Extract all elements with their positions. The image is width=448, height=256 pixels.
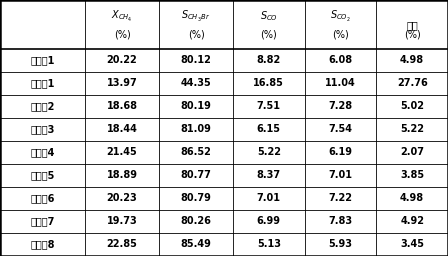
Text: 19.73: 19.73 xyxy=(107,216,138,227)
Text: 实施例3: 实施例3 xyxy=(30,124,55,134)
Text: 7.51: 7.51 xyxy=(257,101,281,111)
Text: 6.15: 6.15 xyxy=(257,124,281,134)
Text: (%): (%) xyxy=(260,29,277,39)
Text: 实施例5: 实施例5 xyxy=(30,170,55,180)
Text: 3.45: 3.45 xyxy=(400,239,424,250)
Text: 实施例8: 实施例8 xyxy=(30,239,55,250)
Text: 5.02: 5.02 xyxy=(400,101,424,111)
Text: 22.85: 22.85 xyxy=(107,239,138,250)
Text: 27.76: 27.76 xyxy=(397,78,427,88)
Text: 4.92: 4.92 xyxy=(400,216,424,227)
Text: 6.99: 6.99 xyxy=(257,216,281,227)
Text: 实施例1: 实施例1 xyxy=(30,55,55,65)
Text: 比较例1: 比较例1 xyxy=(30,78,55,88)
Text: 实施例2: 实施例2 xyxy=(30,101,55,111)
Text: 85.49: 85.49 xyxy=(181,239,211,250)
Text: 44.35: 44.35 xyxy=(181,78,211,88)
Text: 8.37: 8.37 xyxy=(257,170,281,180)
Text: 18.89: 18.89 xyxy=(107,170,138,180)
Text: 3.85: 3.85 xyxy=(400,170,424,180)
Text: 18.68: 18.68 xyxy=(107,101,138,111)
Text: (%): (%) xyxy=(114,29,130,39)
Text: 5.22: 5.22 xyxy=(257,147,281,157)
Text: 7.54: 7.54 xyxy=(328,124,353,134)
Text: 4.98: 4.98 xyxy=(400,55,424,65)
Text: 6.08: 6.08 xyxy=(328,55,353,65)
Text: 5.93: 5.93 xyxy=(328,239,353,250)
Text: 80.77: 80.77 xyxy=(181,170,211,180)
Text: 20.22: 20.22 xyxy=(107,55,138,65)
Text: 5.13: 5.13 xyxy=(257,239,281,250)
Text: 16.85: 16.85 xyxy=(254,78,284,88)
Text: 7.01: 7.01 xyxy=(257,193,281,204)
Text: 4.98: 4.98 xyxy=(400,193,424,204)
Text: 8.82: 8.82 xyxy=(257,55,281,65)
Text: 21.45: 21.45 xyxy=(107,147,138,157)
Text: 13.97: 13.97 xyxy=(107,78,138,88)
Text: 18.44: 18.44 xyxy=(107,124,138,134)
Text: 7.22: 7.22 xyxy=(328,193,353,204)
Text: 80.12: 80.12 xyxy=(181,55,211,65)
Text: 6.19: 6.19 xyxy=(328,147,353,157)
Text: 2.07: 2.07 xyxy=(400,147,424,157)
Text: (%): (%) xyxy=(188,29,204,39)
Text: $S_{CH_3Br}$: $S_{CH_3Br}$ xyxy=(181,8,211,24)
Text: 80.79: 80.79 xyxy=(181,193,211,204)
Text: 7.83: 7.83 xyxy=(328,216,353,227)
Text: 81.09: 81.09 xyxy=(181,124,211,134)
Text: 其他: 其他 xyxy=(406,20,418,30)
Text: $S_{CO}$: $S_{CO}$ xyxy=(260,9,278,23)
Text: 实施例4: 实施例4 xyxy=(30,147,55,157)
Text: 7.28: 7.28 xyxy=(328,101,353,111)
Text: 80.26: 80.26 xyxy=(181,216,211,227)
Text: $X_{CH_4}$: $X_{CH_4}$ xyxy=(111,8,133,24)
Text: 实施例6: 实施例6 xyxy=(30,193,55,204)
Text: $S_{CO_2}$: $S_{CO_2}$ xyxy=(330,8,351,24)
Text: 20.23: 20.23 xyxy=(107,193,138,204)
Text: 实施例7: 实施例7 xyxy=(30,216,55,227)
Text: (%): (%) xyxy=(332,29,349,39)
Text: 80.19: 80.19 xyxy=(181,101,211,111)
Text: 86.52: 86.52 xyxy=(181,147,211,157)
Text: 5.22: 5.22 xyxy=(400,124,424,134)
Text: (%): (%) xyxy=(404,29,421,39)
Text: 7.01: 7.01 xyxy=(328,170,353,180)
Text: 11.04: 11.04 xyxy=(325,78,356,88)
